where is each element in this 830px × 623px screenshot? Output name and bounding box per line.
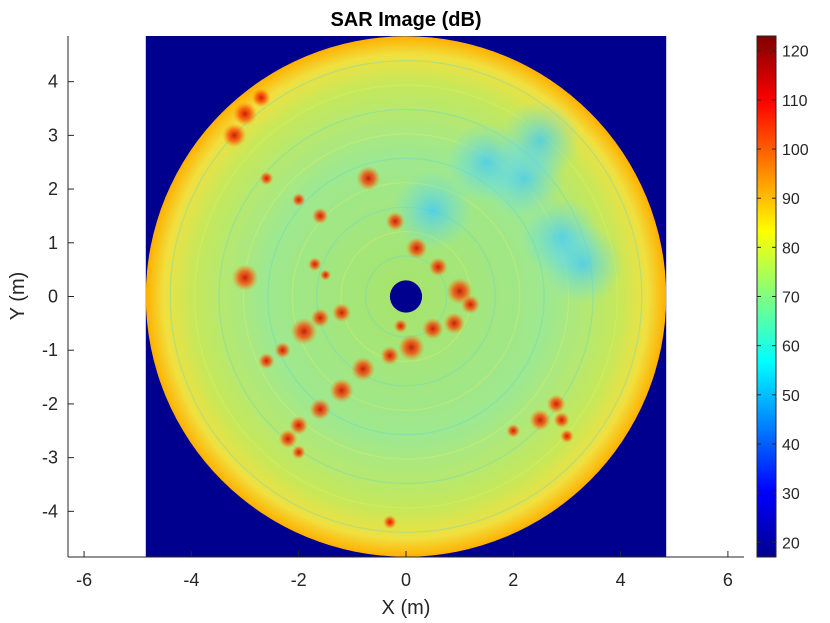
low-return-area — [542, 224, 624, 305]
hotspot — [385, 211, 405, 231]
colorbar-tick-label: 120 — [782, 44, 809, 61]
hotspot — [259, 171, 274, 186]
hotspot — [233, 101, 258, 126]
x-tick-label: -2 — [291, 570, 307, 590]
colorbar-tick-label: 80 — [782, 240, 800, 257]
hotspot — [278, 429, 298, 449]
y-tick-label: 3 — [48, 125, 58, 145]
center-hole — [389, 280, 423, 313]
hotspot — [383, 515, 397, 529]
range-ring — [169, 60, 643, 533]
y-tick-label: 0 — [48, 287, 58, 307]
colorbar-tick-label: 20 — [782, 535, 800, 552]
x-ticks: -6 -4 -2 0 2 4 6 — [76, 551, 733, 590]
hotspot — [393, 319, 408, 333]
x-tick-label: 2 — [508, 570, 518, 590]
hotspot — [251, 88, 271, 108]
hotspot — [422, 317, 444, 340]
hotspot — [307, 257, 322, 272]
colorbar-tick-label: 70 — [782, 290, 800, 307]
hotspot — [560, 429, 574, 444]
sar-image — [145, 36, 667, 557]
colorbar-tick-label: 50 — [782, 388, 800, 405]
range-ring — [267, 157, 545, 436]
hotspot — [428, 257, 448, 277]
x-tick-label: 4 — [616, 570, 626, 590]
chart-title: SAR Image (dB) — [330, 9, 481, 31]
y-axis-label: Y (m) — [7, 272, 29, 321]
hotspot — [460, 295, 480, 314]
hotspot — [319, 269, 332, 281]
y-tick-label: -2 — [42, 394, 58, 414]
hotspot — [312, 207, 329, 225]
hotspot — [290, 318, 318, 345]
y-tick-label: 1 — [48, 233, 58, 253]
hotspot — [258, 352, 275, 370]
y-tick-label: 2 — [48, 179, 58, 199]
hotspot — [406, 237, 428, 259]
x-tick-label: -6 — [76, 570, 92, 590]
colorbar-tick-label: 90 — [782, 191, 800, 208]
hotspot — [506, 423, 521, 438]
low-return-area — [392, 170, 474, 251]
hotspot — [553, 411, 570, 429]
hotspot — [529, 409, 551, 431]
hotspot — [291, 192, 306, 207]
hotspot — [310, 308, 330, 328]
y-tick-label: -4 — [42, 501, 58, 521]
colorbar-tick-label: 100 — [782, 142, 809, 159]
hotspot — [309, 398, 331, 421]
y-tick-label: -3 — [42, 448, 58, 468]
hotspot — [291, 445, 306, 460]
hotspot — [289, 415, 309, 435]
hotspot — [222, 123, 247, 148]
colorbar-tick-label: 60 — [782, 339, 800, 356]
low-return-area — [446, 121, 527, 203]
y-tick-label: 4 — [48, 72, 58, 92]
hotspot — [351, 356, 376, 382]
x-tick-label: -4 — [183, 570, 199, 590]
hotspot — [398, 334, 425, 361]
colorbar-tick-label: 30 — [782, 486, 800, 503]
hotspot — [356, 166, 381, 191]
x-axis-label: X (m) — [382, 597, 431, 619]
hotspot — [329, 378, 354, 403]
x-tick-label: 0 — [401, 570, 411, 590]
hotspot — [274, 342, 291, 359]
x-tick-label: 6 — [723, 570, 733, 590]
hotspot — [332, 303, 352, 323]
colorbar-tick-label: 110 — [782, 93, 808, 110]
y-ticks: 4 3 2 1 0 -1 -2 -3 -4 — [42, 72, 74, 521]
hotspot — [380, 346, 400, 366]
hotspot — [231, 264, 259, 292]
colorbar: 120 110 100 90 80 70 60 50 40 30 20 — [756, 35, 809, 558]
hotspot — [546, 394, 566, 414]
hotspot — [443, 312, 466, 335]
range-ring — [194, 84, 618, 509]
colorbar-tick-label: 40 — [782, 437, 800, 454]
y-tick-label: -1 — [42, 340, 58, 360]
